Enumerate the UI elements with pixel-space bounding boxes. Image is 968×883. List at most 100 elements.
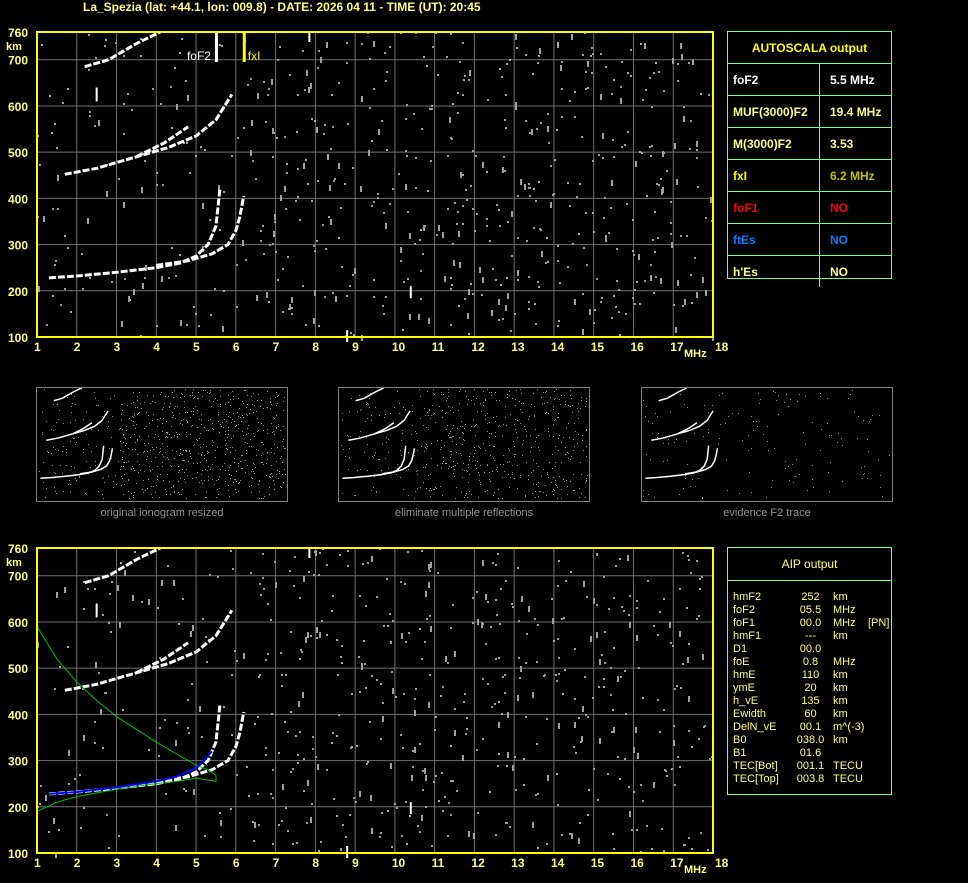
noise-dot bbox=[418, 314, 420, 320]
thumb-noise bbox=[359, 395, 360, 396]
noise-dot bbox=[358, 656, 360, 658]
noise-dot bbox=[532, 822, 534, 828]
noise-dot bbox=[470, 283, 472, 285]
noise-dot bbox=[517, 567, 519, 569]
aip-cell: TECU bbox=[833, 760, 863, 772]
thumb-noise bbox=[246, 453, 247, 454]
noise-dot bbox=[482, 162, 484, 168]
thumb-noise bbox=[160, 451, 161, 452]
thumb-noise bbox=[385, 414, 386, 415]
noise-dot bbox=[514, 313, 516, 315]
thumb-noise bbox=[108, 421, 109, 422]
thumb-noise bbox=[146, 426, 147, 427]
thumb-noise bbox=[732, 413, 733, 414]
thumb-noise bbox=[232, 419, 233, 420]
thumb-noise bbox=[181, 494, 182, 495]
thumb-noise bbox=[462, 432, 463, 433]
thumb-noise bbox=[147, 451, 148, 452]
thumb-noise bbox=[820, 393, 821, 394]
aip-cell: km bbox=[833, 734, 848, 746]
thumb-noise bbox=[283, 426, 284, 427]
noise-dot bbox=[340, 207, 342, 209]
thumb-noise bbox=[45, 497, 46, 498]
thumb-noise bbox=[231, 475, 232, 476]
aip-cell: 60 bbox=[804, 708, 817, 720]
thumb-noise bbox=[196, 477, 197, 478]
thumb-noise bbox=[206, 497, 207, 498]
noise-dot bbox=[95, 57, 97, 59]
thumb-noise bbox=[399, 403, 400, 404]
thumb-noise bbox=[484, 472, 485, 473]
thumb-noise bbox=[278, 395, 279, 396]
thumb-noise bbox=[208, 430, 209, 431]
noise-dot bbox=[243, 127, 245, 129]
thumb-noise bbox=[459, 403, 460, 404]
noise-dot bbox=[651, 848, 653, 850]
thumb-noise bbox=[373, 487, 374, 488]
thumb-noise bbox=[827, 398, 828, 399]
noise-dot bbox=[156, 325, 158, 327]
thumb-noise bbox=[151, 461, 152, 462]
thumb-noise bbox=[150, 450, 151, 451]
thumb-noise bbox=[487, 465, 488, 466]
thumb-noise bbox=[228, 430, 229, 431]
thumb-noise bbox=[285, 448, 286, 449]
thumb-noise bbox=[259, 498, 260, 499]
noise-dot bbox=[314, 551, 316, 553]
noise-dot bbox=[548, 142, 550, 144]
thumb-noise bbox=[478, 446, 479, 447]
thumb-noise bbox=[570, 459, 571, 460]
thumb-noise bbox=[91, 429, 92, 430]
thumb-noise bbox=[485, 399, 486, 400]
thumb-noise bbox=[124, 474, 125, 475]
thumb-noise bbox=[467, 497, 468, 498]
thumb-noise bbox=[160, 418, 161, 419]
noise-dot bbox=[644, 43, 646, 49]
thumb-noise bbox=[426, 427, 427, 428]
thumb-noise bbox=[479, 475, 480, 476]
autoscala-key: fxI bbox=[728, 160, 820, 191]
thumb-noise bbox=[121, 466, 122, 467]
noise-dot bbox=[438, 800, 440, 802]
thumb-noise bbox=[485, 400, 486, 401]
thumb-noise bbox=[182, 460, 183, 461]
thumb-noise bbox=[233, 396, 234, 397]
noise-dot bbox=[256, 295, 258, 301]
thumb-noise bbox=[400, 450, 401, 451]
noise-dot bbox=[587, 716, 589, 718]
thumb-noise bbox=[198, 392, 199, 393]
noise-dot bbox=[688, 62, 690, 64]
thumb-noise bbox=[553, 477, 554, 478]
thumb-noise bbox=[139, 412, 140, 413]
aip-cell: B0 bbox=[733, 734, 747, 746]
thumb-noise bbox=[483, 391, 484, 392]
x-tick-label: 16 bbox=[630, 340, 644, 354]
thumb-noise bbox=[427, 391, 428, 392]
thumb-noise bbox=[197, 398, 198, 399]
noise-dot bbox=[534, 618, 536, 620]
noise-dot bbox=[453, 260, 455, 266]
thumb-noise bbox=[704, 405, 705, 406]
noise-dot bbox=[556, 680, 558, 682]
noise-dot bbox=[380, 738, 382, 740]
noise-dot bbox=[531, 129, 533, 135]
thumb-noise bbox=[199, 419, 200, 420]
thumb-noise bbox=[578, 403, 579, 404]
thumb-noise bbox=[555, 480, 556, 481]
noise-dot bbox=[373, 201, 375, 203]
thumb-noise bbox=[204, 458, 205, 459]
thumb-noise bbox=[218, 421, 219, 422]
thumb-noise bbox=[148, 443, 149, 444]
thumb-noise bbox=[108, 476, 109, 477]
thumb-noise bbox=[520, 477, 521, 478]
noise-dot bbox=[585, 212, 587, 214]
noise-dot bbox=[324, 124, 326, 126]
noise-dot bbox=[450, 137, 452, 139]
thumb-noise bbox=[480, 448, 481, 449]
aip-cell: 003.8 bbox=[796, 773, 825, 785]
noise-dot bbox=[611, 731, 613, 733]
noise-dot bbox=[557, 585, 559, 587]
thumb-noise bbox=[838, 433, 839, 434]
aip-row: hmF2 252 km bbox=[728, 591, 891, 604]
noise-dot bbox=[687, 657, 689, 663]
